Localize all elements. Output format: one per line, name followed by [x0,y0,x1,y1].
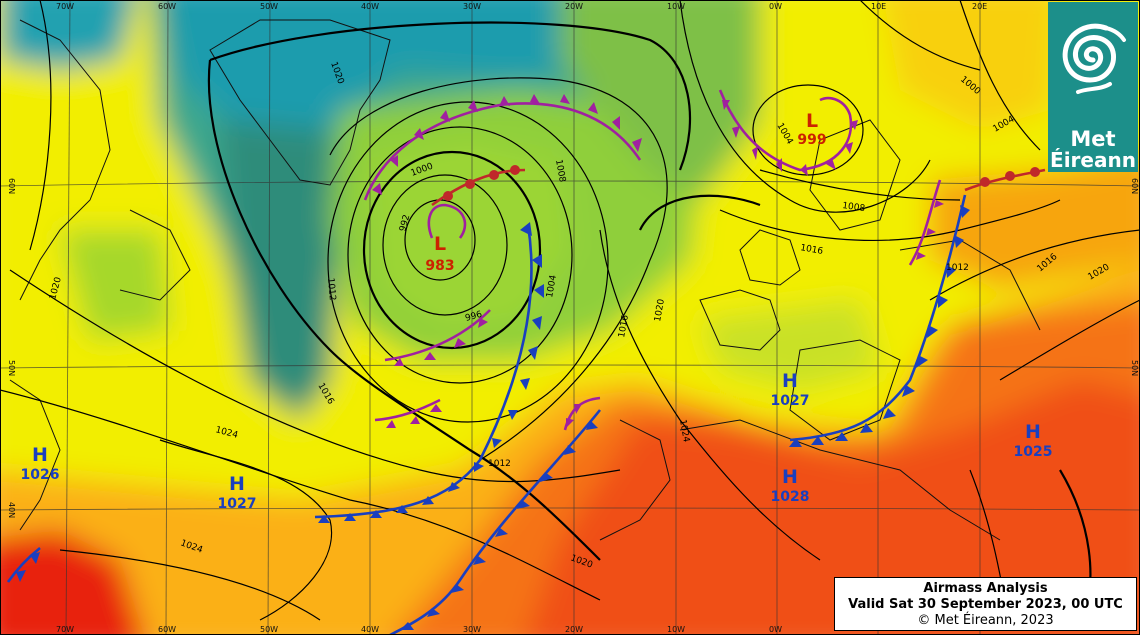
longitude-label: 50W [260,2,278,11]
latitude-label: 60N [7,178,16,194]
isobar-label: 996 [464,310,483,324]
occluded-front-loop [427,203,467,239]
logo-text-met: Met [1070,127,1116,151]
high-pressure-value: 1026 [21,467,60,483]
fronts [6,89,1046,635]
high-pressure-symbol: H [782,370,798,392]
longitude-label: 60W [158,625,176,634]
longitude-label: 0W [769,625,782,634]
low-pressure-symbol: L [434,233,446,255]
isobar-label: 1016 [617,314,631,339]
isobar-label: 1012 [488,459,511,469]
pressure-centres: L 983 L 999 H 1027 H 1027 H 1026 H 1028 … [21,110,1053,512]
swirl-icon [1062,23,1126,94]
isobar-label: 992 [398,214,412,233]
front-symbols [16,94,1040,630]
valid-time: Valid Sat 30 September 2023, 00 UTC [848,597,1123,612]
isobar-label: 1008 [842,201,866,214]
logo-text-eireann: Éireann [1050,148,1136,172]
longitude-label: 10E [871,2,886,11]
low-pressure-value: 983 [425,258,454,274]
high-pressure-symbol: H [782,466,798,488]
high-pressure-value: 1028 [771,489,810,505]
longitude-label: 50W [260,625,278,634]
isobar-label: 1012 [946,263,969,273]
high-pressure-symbol: H [229,473,245,495]
met-eireann-logo: Met Éireann [1048,2,1138,172]
cold-front-southwest [6,546,41,583]
high-pressure-symbol: H [32,444,48,466]
low-pressure-value: 999 [797,132,826,148]
longitude-label: 40W [361,2,379,11]
longitude-label: 30W [463,2,481,11]
latitude-labels: 60N 50N 40N 60N 50N [7,178,1139,518]
latitude-label: 50N [1130,360,1139,376]
coastlines [9,19,1041,541]
high-pressure-value: 1027 [218,496,257,512]
longitude-label: 20W [565,625,583,634]
latitude-label: 40N [7,502,16,518]
occluded-front-europe [908,179,942,266]
isobar-label: 1008 [553,159,567,184]
longitude-label: 70W [56,2,74,11]
chart-title: Airmass Analysis [923,581,1048,596]
longitude-label: 10W [667,625,685,634]
latitude-label: 60N [1130,178,1139,194]
isobar-label: 1004 [545,274,559,299]
longitude-label: 60W [158,2,176,11]
isobar-label: 1020 [653,298,667,323]
longitude-labels: 70W 60W 50W 40W 30W 20W 10W 0W 10E 20E 7… [56,2,987,634]
longitude-label: 70W [56,625,74,634]
longitude-label: 40W [361,625,379,634]
high-pressure-symbol: H [1025,421,1041,443]
cold-front-main [314,224,533,519]
chart-caption: Airmass Analysis Valid Sat 30 September … [834,577,1137,631]
longitude-label: 20E [972,2,987,11]
high-pressure-value: 1027 [771,393,810,409]
isobar-label: 1016 [799,243,824,257]
copyright: © Met Éireann, 2023 [917,613,1054,628]
isobar-label: 1012 [325,277,337,301]
longitude-label: 20W [565,2,583,11]
high-pressure-value: 1025 [1014,444,1053,460]
occluded-front-sw [374,398,441,422]
cold-front-europe [789,194,967,442]
low-pressure-symbol: L [806,110,818,132]
isobar-label: 1024 [677,419,691,444]
longitude-label: 30W [463,625,481,634]
longitude-label: 0W [769,2,782,11]
occluded-front-north [363,102,642,201]
latitude-label: 50N [7,360,16,376]
longitude-label: 10W [667,2,685,11]
